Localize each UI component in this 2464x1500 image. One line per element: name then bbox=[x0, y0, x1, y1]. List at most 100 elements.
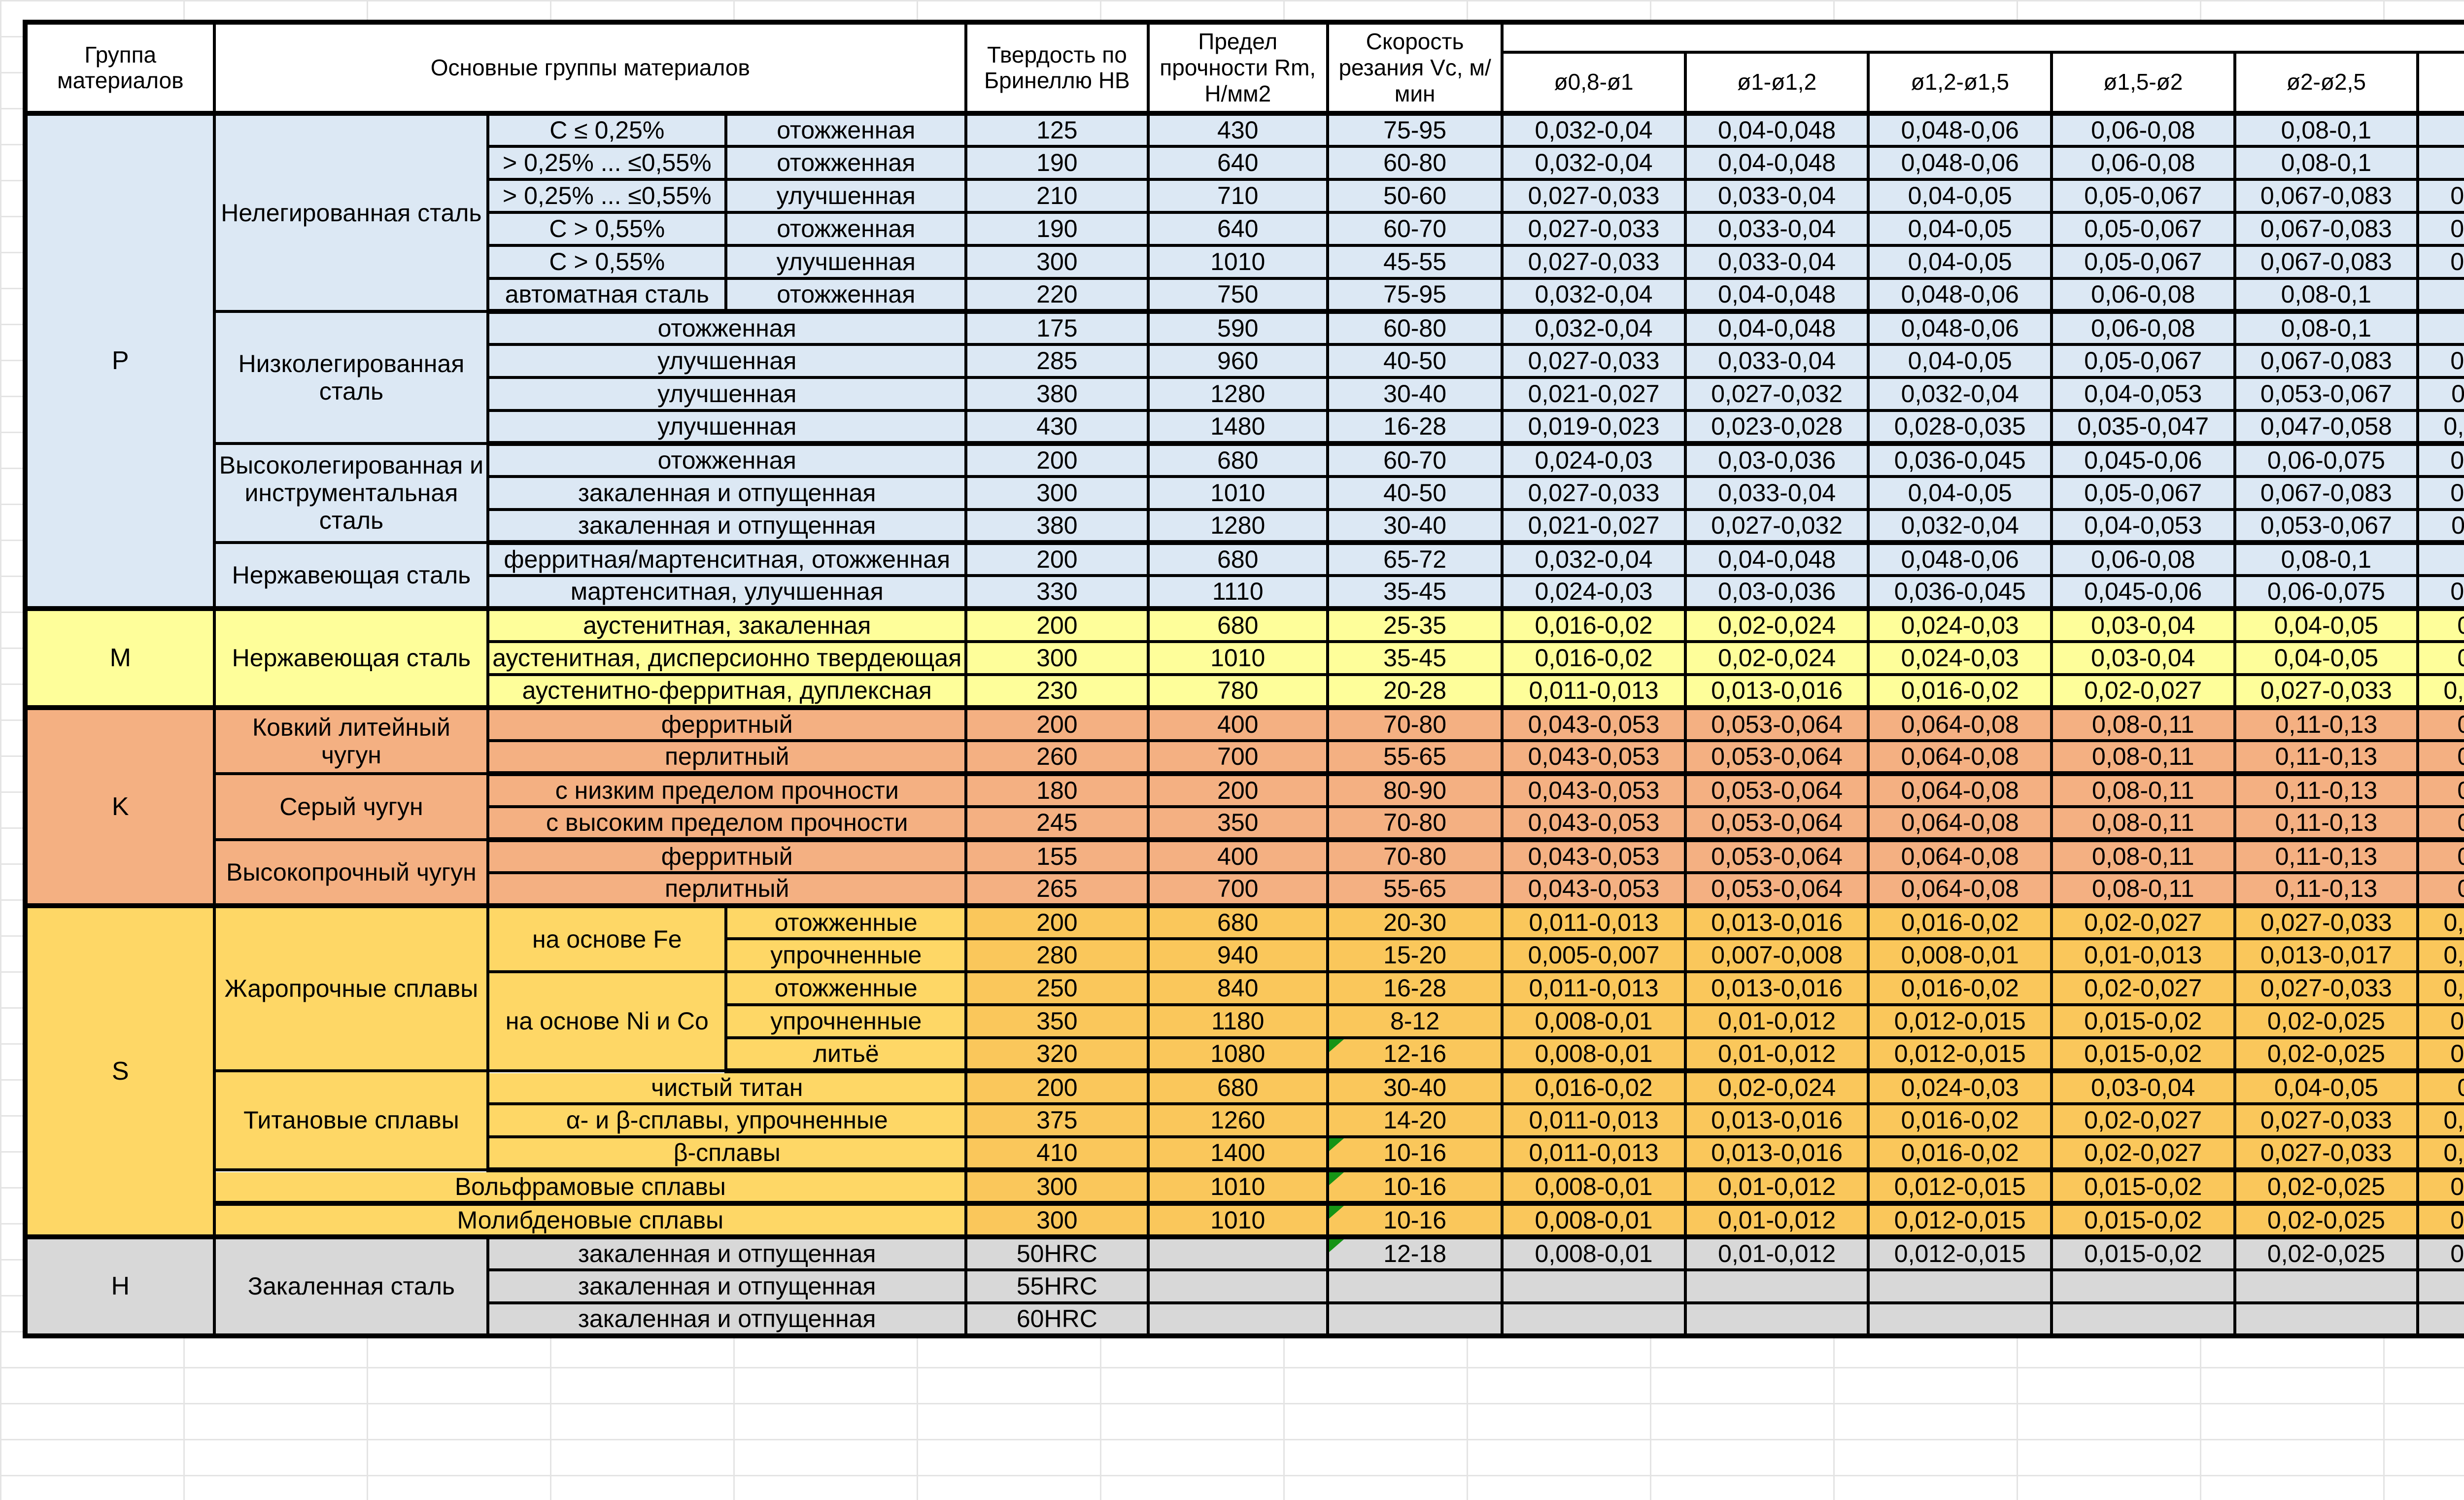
feed-cell[interactable]: 0,04-0,05 bbox=[2233, 606, 2420, 643]
material-label-cell[interactable]: Низколегированная сталь bbox=[213, 309, 490, 445]
feed-cell[interactable]: 0,011-0,013 bbox=[1501, 673, 1687, 710]
feed-cell[interactable]: 0,027-0,033 bbox=[1501, 210, 1687, 247]
hardness-cell[interactable]: 285 bbox=[964, 342, 1150, 379]
speed-cell[interactable] bbox=[1326, 1301, 1504, 1337]
feed-cell[interactable]: 0,005-0,007 bbox=[1501, 937, 1687, 973]
feed-cell[interactable]: 0,016-0,02 bbox=[1501, 1069, 1687, 1105]
feed-cell[interactable] bbox=[1501, 1301, 1687, 1337]
feed-cell[interactable]: 0,04-0,05 bbox=[1867, 177, 2053, 214]
hardness-cell[interactable]: 350 bbox=[964, 1003, 1150, 1039]
feed-cell[interactable]: 0,027-0,033 bbox=[1501, 243, 1687, 280]
material-label-cell[interactable]: > 0,25% ... ≤0,55% bbox=[486, 144, 728, 181]
strength-cell[interactable]: 960 bbox=[1146, 342, 1329, 379]
feed-cell[interactable]: 0,05-0,067 bbox=[2050, 342, 2236, 379]
feed-cell[interactable]: 0,021-0,027 bbox=[1501, 508, 1687, 545]
hardness-cell[interactable]: 300 bbox=[964, 1201, 1150, 1239]
hardness-cell[interactable]: 300 bbox=[964, 640, 1150, 676]
material-label-cell[interactable]: перлитный bbox=[486, 871, 968, 908]
material-label-cell[interactable]: с высоким пределом прочности bbox=[486, 805, 968, 842]
feed-cell[interactable]: 0,083-0,13 bbox=[2416, 210, 2464, 247]
feed-cell[interactable]: 0,05-0,067 bbox=[2050, 210, 2236, 247]
feed-cell[interactable]: 0,027-0,032 bbox=[1683, 508, 1870, 545]
feed-cell[interactable]: 0,015-0,02 bbox=[2050, 1234, 2236, 1271]
feed-cell[interactable]: 0,011-0,013 bbox=[1501, 1135, 1687, 1172]
hardness-cell[interactable]: 280 bbox=[964, 937, 1150, 973]
feed-cell[interactable]: 0,1-0,16 bbox=[2416, 110, 2464, 148]
feed-cell[interactable]: 0,02-0,025 bbox=[2233, 1234, 2420, 1271]
feed-cell[interactable]: 0,015-0,02 bbox=[2050, 1201, 2236, 1239]
feed-cell[interactable]: 0,067-0,083 bbox=[2233, 342, 2420, 379]
feed-cell[interactable]: 0,025-0,04 bbox=[2416, 1003, 2464, 1039]
feed-cell[interactable]: 0,025-0,04 bbox=[2416, 1201, 2464, 1239]
material-label-cell[interactable]: Высокопрочный чугун bbox=[213, 838, 490, 907]
feed-cell[interactable]: 0,028-0,035 bbox=[1867, 409, 2053, 446]
feed-cell[interactable] bbox=[1683, 1268, 1870, 1304]
material-label-cell[interactable]: закаленная и отпущенная bbox=[486, 1301, 968, 1337]
speed-cell[interactable] bbox=[1326, 1268, 1504, 1304]
material-label-cell[interactable]: закаленная и отпущенная bbox=[486, 475, 968, 511]
feed-cell[interactable]: 0,053-0,067 bbox=[2233, 508, 2420, 545]
hardness-cell[interactable]: 190 bbox=[964, 210, 1150, 247]
feed-cell[interactable]: 0,06-0,08 bbox=[2050, 541, 2236, 577]
feed-cell[interactable]: 0,1-0,16 bbox=[2416, 541, 2464, 577]
feed-cell[interactable]: 0,016-0,02 bbox=[1501, 606, 1687, 643]
feed-cell[interactable]: 0,048-0,06 bbox=[1867, 276, 2053, 314]
hardness-cell[interactable]: 200 bbox=[964, 606, 1150, 643]
material-label-cell[interactable]: C ≤ 0,25% bbox=[486, 110, 728, 148]
hardness-cell[interactable]: 60HRC bbox=[964, 1301, 1150, 1337]
feed-cell[interactable]: 0,03-0,036 bbox=[1683, 442, 1870, 478]
hardness-cell[interactable]: 50HRC bbox=[964, 1234, 1150, 1271]
strength-cell[interactable]: 680 bbox=[1146, 903, 1329, 940]
feed-cell[interactable]: 0,008-0,01 bbox=[1501, 1234, 1687, 1271]
feed-cell[interactable]: 0,04-0,05 bbox=[1867, 210, 2053, 247]
material-label-cell[interactable]: Вольфрамовые сплавы bbox=[213, 1168, 968, 1206]
feed-cell[interactable]: 0,012-0,015 bbox=[1867, 1234, 2053, 1271]
feed-cell[interactable]: 0,025-0,04 bbox=[2416, 1234, 2464, 1271]
speed-cell[interactable]: 70-80 bbox=[1326, 838, 1504, 874]
feed-cell[interactable]: 0,13-0,21 bbox=[2416, 838, 2464, 874]
feed-cell[interactable]: 0,035-0,047 bbox=[2050, 409, 2236, 446]
feed-cell[interactable]: 0,013-0,016 bbox=[1683, 970, 1870, 1006]
speed-cell[interactable]: 20-28 bbox=[1326, 673, 1504, 710]
strength-cell[interactable]: 780 bbox=[1146, 673, 1329, 710]
group-letter-cell[interactable]: P bbox=[23, 110, 216, 610]
feed-cell[interactable]: 0,013-0,016 bbox=[1683, 903, 1870, 940]
feed-cell[interactable]: 0,013-0,016 bbox=[1683, 673, 1870, 710]
material-label-cell[interactable]: отожженная bbox=[724, 110, 968, 148]
strength-cell[interactable] bbox=[1146, 1268, 1329, 1304]
material-label-cell[interactable]: отожженные bbox=[724, 970, 968, 1006]
feed-cell[interactable]: 0,027-0,033 bbox=[2233, 673, 2420, 710]
feed-cell[interactable]: 0,016-0,02 bbox=[1501, 640, 1687, 676]
feed-cell[interactable]: 0,036-0,045 bbox=[1867, 574, 2053, 611]
speed-cell[interactable]: 80-90 bbox=[1326, 772, 1504, 808]
feed-cell[interactable]: 0,016-0,02 bbox=[1867, 673, 2053, 710]
header-tensile-strength[interactable]: Предел прочности Rm, Н/мм2 bbox=[1146, 21, 1329, 115]
feed-cell[interactable]: 0,02-0,027 bbox=[2050, 970, 2236, 1006]
feed-cell[interactable]: 0,02-0,024 bbox=[1683, 640, 1870, 676]
feed-cell[interactable]: 0,04-0,05 bbox=[1867, 243, 2053, 280]
material-label-cell[interactable]: улучшенная bbox=[486, 375, 968, 412]
material-label-cell[interactable]: упрочненные bbox=[724, 1003, 968, 1039]
speed-cell[interactable]: 16-28 bbox=[1326, 970, 1504, 1006]
feed-cell[interactable]: 0,011-0,013 bbox=[1501, 970, 1687, 1006]
feed-cell[interactable]: 0,027-0,033 bbox=[2233, 1102, 2420, 1138]
speed-cell[interactable]: 65-72 bbox=[1326, 541, 1504, 577]
feed-range-header[interactable]: ø1-ø1,2 bbox=[1683, 50, 1870, 116]
feed-cell[interactable]: 0,064-0,08 bbox=[1867, 871, 2053, 908]
material-label-cell[interactable]: улучшенная bbox=[724, 243, 968, 280]
feed-cell[interactable]: 0,08-0,11 bbox=[2050, 871, 2236, 908]
feed-cell[interactable]: 0,08-0,11 bbox=[2050, 838, 2236, 874]
feed-cell[interactable]: 0,033-0,04 bbox=[1683, 177, 1870, 214]
hardness-cell[interactable]: 250 bbox=[964, 970, 1150, 1006]
feed-cell[interactable]: 0,11-0,13 bbox=[2233, 805, 2420, 842]
strength-cell[interactable]: 1400 bbox=[1146, 1135, 1329, 1172]
material-label-cell[interactable]: отожженная bbox=[486, 442, 968, 478]
feed-cell[interactable]: 0,048-0,06 bbox=[1867, 110, 2053, 148]
feed-cell[interactable]: 0,019-0,023 bbox=[1501, 409, 1687, 446]
strength-cell[interactable]: 400 bbox=[1146, 838, 1329, 874]
header-brinell-hardness[interactable]: Твердость по Бринеллю HB bbox=[964, 21, 1150, 115]
feed-cell[interactable]: 0,053-0,064 bbox=[1683, 772, 1870, 808]
feed-cell[interactable]: 0,064-0,08 bbox=[1867, 739, 2053, 776]
feed-cell[interactable]: 0,053-0,064 bbox=[1683, 838, 1870, 874]
feed-cell[interactable] bbox=[2416, 1301, 2464, 1337]
